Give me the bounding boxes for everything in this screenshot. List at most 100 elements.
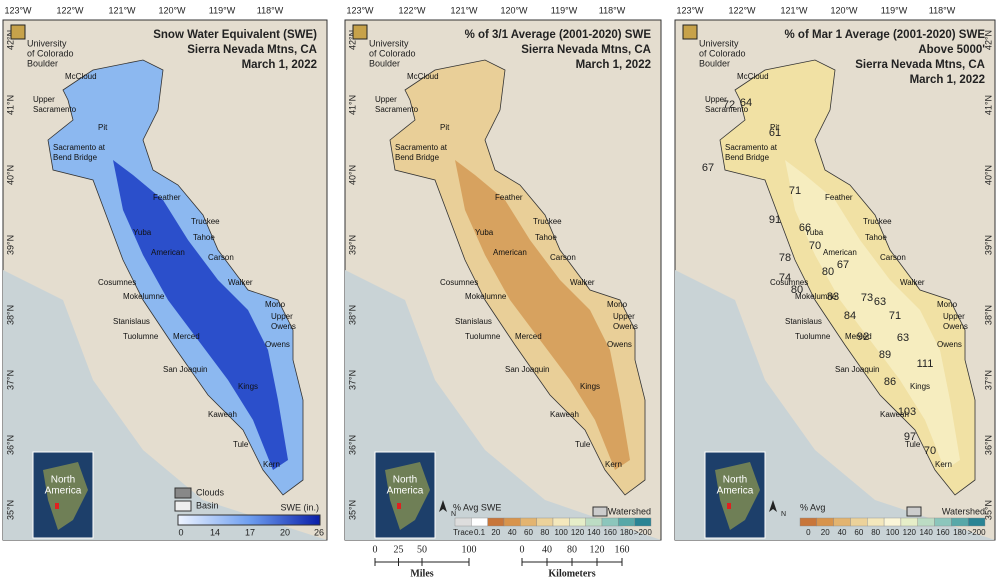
north-arrow	[769, 500, 777, 512]
legend-tick: >200	[634, 528, 653, 537]
inset-land	[385, 462, 430, 530]
legend-item: Watershed	[608, 506, 651, 516]
basin-value: 70	[924, 445, 936, 457]
basin-label: Mokelumne	[123, 292, 165, 301]
legend-item: Clouds	[196, 487, 225, 497]
basin-value: 72	[723, 99, 735, 111]
basin-value: 63	[874, 296, 886, 308]
basin-label: Bend Bridge	[395, 153, 440, 162]
basin-label: Owens	[607, 340, 632, 349]
logo-text: Boulder	[27, 58, 58, 68]
basin-label: Upper	[33, 95, 55, 104]
legend-color	[634, 517, 652, 527]
scale-label: 80	[567, 544, 577, 555]
basin-label: Sacramento	[33, 105, 77, 114]
latitude-label: 42°N	[5, 30, 15, 50]
latitude-label: 38°N	[983, 305, 993, 325]
basin-label: Sacramento at	[53, 143, 106, 152]
basin-label: Tule	[575, 440, 591, 449]
inset-label: North	[723, 475, 747, 486]
inset-label: North	[393, 475, 417, 486]
basin-label: Kaweah	[880, 410, 909, 419]
basin-value: 97	[904, 431, 916, 443]
legend-swatch	[592, 506, 608, 517]
basin-label: Truckee	[191, 217, 220, 226]
legend-color	[967, 517, 986, 527]
inset-label: America	[45, 486, 82, 497]
basin-value: 71	[889, 310, 901, 322]
legend-color	[503, 517, 521, 527]
basin-label: Merced	[515, 332, 542, 341]
longitude-label: 118°W	[599, 5, 626, 15]
basin-label: Mono	[607, 300, 628, 309]
north-label: N	[781, 511, 786, 518]
legend-tick: 0.1	[474, 528, 486, 537]
basin-label: Upper	[943, 312, 965, 321]
legend-swatch	[906, 506, 922, 517]
basin-label: Tuolumne	[123, 332, 159, 341]
basin-label: Mokelumne	[465, 292, 507, 301]
basin-label: Kaweah	[208, 410, 237, 419]
legend-color	[850, 517, 868, 527]
legend-color	[471, 517, 488, 527]
latitude-label: 36°N	[983, 435, 993, 455]
basin-label: Pit	[770, 123, 780, 132]
basin-value: 91	[769, 214, 781, 226]
legend-color	[883, 517, 902, 527]
legend-color	[536, 517, 554, 527]
legend-tick: 14	[210, 527, 220, 537]
legend-tick: 180	[620, 528, 634, 537]
basin-label: Feather	[153, 193, 181, 202]
longitude-label: 119°W	[551, 5, 578, 15]
scale-unit: Miles	[410, 568, 433, 579]
logo-text: Boulder	[699, 58, 730, 68]
panel-title: % of Mar 1 Average (2001-2020) SWE	[785, 29, 986, 41]
basin-value: 67	[837, 259, 849, 271]
latitude-label: 37°N	[347, 370, 357, 390]
scale-label: 120	[590, 544, 605, 555]
basin-label: Tule	[233, 440, 249, 449]
scale-label: 40	[542, 544, 552, 555]
inset-label: North	[51, 475, 75, 486]
basin-label: Truckee	[863, 217, 892, 226]
legend-tick: 160	[603, 528, 617, 537]
legend-color	[487, 517, 505, 527]
basin-value: 61	[769, 127, 781, 139]
basin-label: Walker	[570, 278, 595, 287]
basin-label: Cosumnes	[440, 278, 478, 287]
basin-label: Sacramento at	[725, 143, 778, 152]
basin-label: Owens	[271, 322, 296, 331]
basin-label: Carson	[208, 253, 234, 262]
legend-tick: 100	[554, 528, 568, 537]
basin-label: San Joaquin	[163, 365, 207, 374]
north-label: N	[451, 511, 456, 518]
legend-title: % Avg	[800, 502, 825, 512]
basin-label: Carson	[880, 253, 906, 262]
legend-tick: 60	[524, 528, 533, 537]
scale-label: 100	[462, 544, 477, 555]
longitude-label: 122°W	[728, 5, 756, 15]
basin-label: Merced	[845, 332, 872, 341]
legend-color	[799, 517, 818, 527]
basin-label: Carson	[550, 253, 576, 262]
latitude-label: 38°N	[5, 305, 15, 325]
basin-label: Merced	[173, 332, 200, 341]
latitude-label: 39°N	[983, 235, 993, 255]
panel-title: Above 5000'	[918, 44, 985, 56]
basin-value: 63	[897, 332, 909, 344]
logo-text: University	[369, 38, 409, 48]
scale-unit: Kilometers	[548, 568, 595, 579]
legend-tick: Trace	[453, 528, 474, 537]
basin-label: American	[151, 248, 185, 257]
inset-marker	[727, 503, 731, 509]
basin-label: Pit	[98, 123, 108, 132]
basin-value: 80	[822, 266, 834, 278]
basin-label: Upper	[613, 312, 635, 321]
legend-tick: 60	[854, 528, 863, 537]
basin-value: 70	[809, 240, 821, 252]
basin-value: 86	[884, 376, 896, 388]
basin-label: San Joaquin	[505, 365, 549, 374]
legend-color	[934, 517, 952, 527]
basin-value: 80	[791, 284, 803, 296]
